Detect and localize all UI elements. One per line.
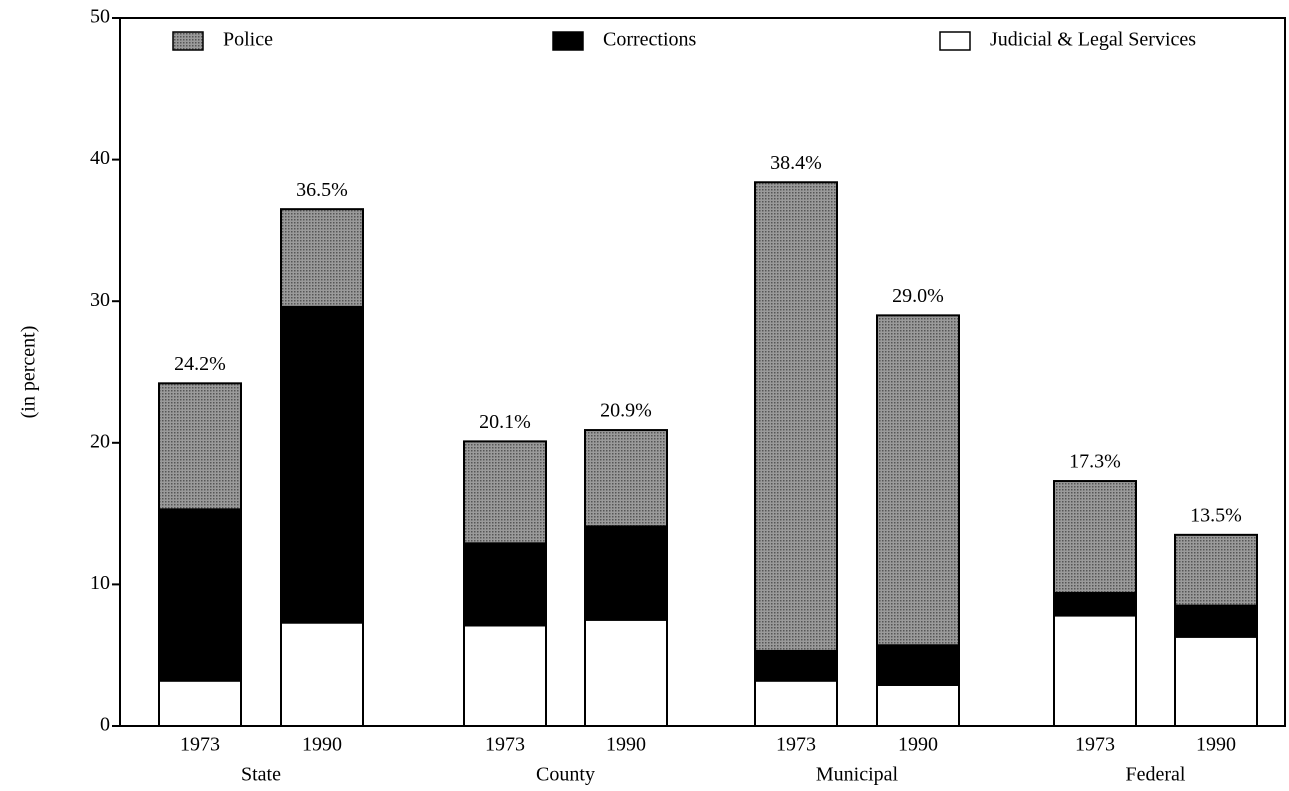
x-tick-label: 1973	[1075, 734, 1115, 756]
x-tick-label: 1990	[302, 734, 342, 756]
bar-segment	[754, 181, 838, 652]
legend-swatch	[172, 31, 204, 51]
bar-segment	[280, 208, 364, 308]
bar-segment	[280, 621, 364, 728]
bar-segment	[1053, 591, 1137, 617]
x-tick-label: 1990	[1196, 734, 1236, 756]
bar-segment	[280, 305, 364, 624]
bar-segment	[1174, 635, 1258, 727]
y-tick-label: 20	[90, 430, 110, 452]
legend-swatch	[939, 31, 971, 51]
y-tick-label: 30	[90, 289, 110, 311]
y-tick-label: 0	[100, 714, 110, 736]
y-tick-label: 10	[90, 572, 110, 594]
total-label: 29.0%	[892, 285, 944, 307]
x-tick-label: 1973	[776, 734, 816, 756]
y-axis-label: (in percent)	[18, 326, 40, 419]
total-label: 24.2%	[174, 353, 226, 375]
total-label: 38.4%	[770, 152, 822, 174]
bar-segment	[158, 679, 242, 727]
group-label: State	[241, 764, 281, 786]
plot-frame	[119, 17, 1286, 727]
y-tick-label: 50	[90, 6, 110, 28]
bar-segment	[584, 525, 668, 621]
bar-segment	[584, 429, 668, 528]
legend-swatch	[552, 31, 584, 51]
y-tick-label: 40	[90, 147, 110, 169]
bar-segment	[754, 679, 838, 727]
group-label: Federal	[1126, 764, 1186, 786]
group-label: Municipal	[816, 764, 899, 786]
total-label: 20.9%	[600, 400, 652, 422]
bar-segment	[1174, 533, 1258, 607]
total-label: 36.5%	[296, 179, 348, 201]
bar-segment	[158, 382, 242, 511]
bar-segment	[876, 314, 960, 647]
legend-label: Police	[223, 29, 273, 51]
bar-segment	[1053, 480, 1137, 594]
bar-segment	[463, 624, 547, 727]
group-label: County	[536, 764, 595, 786]
total-label: 13.5%	[1190, 504, 1242, 526]
bar-segment	[876, 683, 960, 727]
x-tick-label: 1990	[606, 734, 646, 756]
bar-segment	[1174, 604, 1258, 638]
bar-segment	[463, 542, 547, 627]
bar-segment	[1053, 614, 1137, 727]
legend-label: Corrections	[603, 29, 697, 51]
total-label: 20.1%	[479, 411, 531, 433]
x-tick-label: 1973	[485, 734, 525, 756]
bar-segment	[158, 508, 242, 682]
x-tick-label: 1990	[898, 734, 938, 756]
legend-label: Judicial & Legal Services	[990, 29, 1196, 51]
bar-segment	[876, 644, 960, 686]
bar-segment	[463, 440, 547, 545]
bar-segment	[754, 649, 838, 682]
bar-segment	[584, 618, 668, 727]
total-label: 17.3%	[1069, 451, 1121, 473]
x-tick-label: 1973	[180, 734, 220, 756]
